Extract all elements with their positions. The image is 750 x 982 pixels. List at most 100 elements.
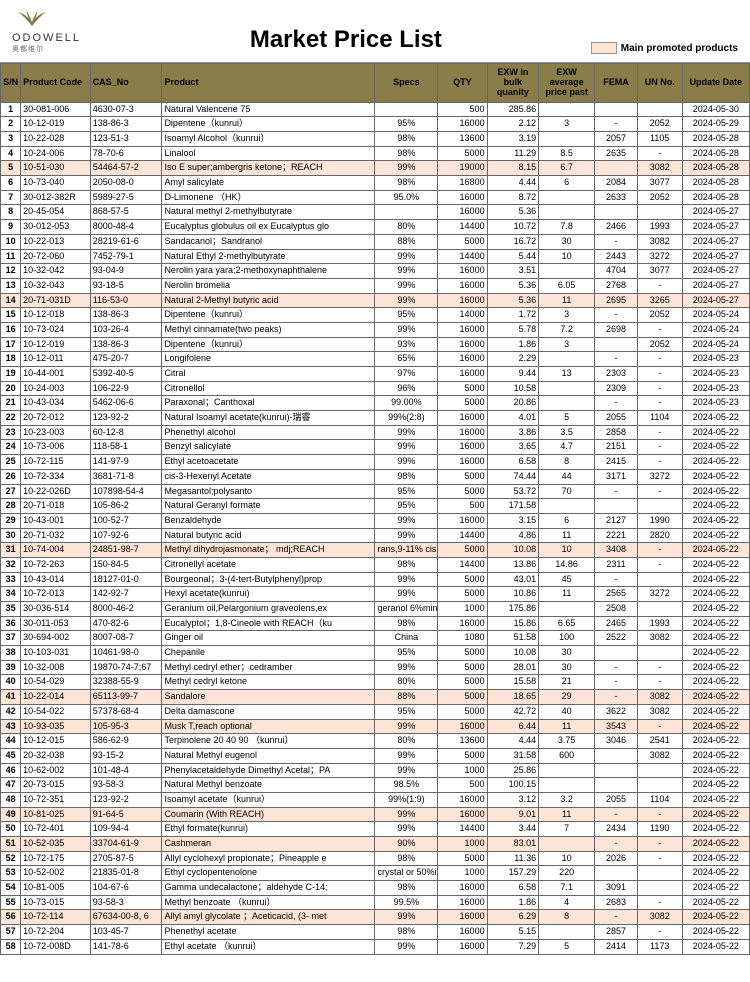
- table-row: 3110-74-00424851-98-7Methyl dihydrojasmo…: [1, 543, 750, 558]
- cell-product: Geranium oil,Pelargonium graveolens,ex: [162, 602, 375, 617]
- cell-product: Methyl cedryl ketone: [162, 675, 375, 690]
- cell-specs: 98%: [375, 851, 438, 866]
- cell-fema: 3171: [595, 469, 638, 484]
- cell-exw1: 175.86: [487, 602, 539, 617]
- table-row: 3730-694-0028007-08-7Ginger oilChina1080…: [1, 631, 750, 646]
- cell-specs: 99.5%: [375, 895, 438, 910]
- cell-exw2: 14.86: [539, 557, 595, 572]
- cell-cas: 93-58-3: [90, 778, 162, 793]
- cell-cas: 2705-87-5: [90, 851, 162, 866]
- cell-exw2: 7.2: [539, 322, 595, 337]
- cell-sn: 20: [1, 381, 21, 396]
- cell-qty: 16000: [438, 895, 487, 910]
- cell-exw1: 25.86: [487, 763, 539, 778]
- col-header: Update Date: [682, 64, 749, 103]
- table-row: 4810-72-351123-92-2Isoamyl acetate（kunru…: [1, 792, 750, 807]
- cell-cas: 103-26-4: [90, 322, 162, 337]
- cell-specs: 80%: [375, 734, 438, 749]
- cell-cas: 93-04-9: [90, 264, 162, 279]
- cell-specs: 99%: [375, 748, 438, 763]
- cell-specs: 99%: [375, 910, 438, 925]
- cell-un: -: [637, 440, 682, 455]
- cell-code: 10-81-005: [21, 881, 91, 896]
- cell-specs: 95%: [375, 704, 438, 719]
- cell-specs: 93%: [375, 337, 438, 352]
- cell-fema: 2084: [595, 176, 638, 191]
- cell-product: Ethyl formate(kunrui): [162, 822, 375, 837]
- cell-specs: [375, 102, 438, 117]
- cell-exw2: 600: [539, 748, 595, 763]
- cell-sn: 51: [1, 837, 21, 852]
- cell-code: 20-72-012: [21, 411, 91, 426]
- cell-sn: 46: [1, 763, 21, 778]
- cell-qty: 500: [438, 102, 487, 117]
- cell-qty: 5000: [438, 234, 487, 249]
- cell-code: 10-43-014: [21, 572, 91, 587]
- cell-sn: 39: [1, 660, 21, 675]
- cell-sn: 52: [1, 851, 21, 866]
- cell-date: 2024-05-22: [682, 690, 749, 705]
- cell-code: 10-72-114: [21, 910, 91, 925]
- cell-exw1: 74.44: [487, 469, 539, 484]
- cell-un: 3077: [637, 264, 682, 279]
- cell-qty: 5000: [438, 469, 487, 484]
- cell-un: [637, 881, 682, 896]
- cell-un: 1993: [637, 616, 682, 631]
- cell-date: 2024-05-27: [682, 264, 749, 279]
- cell-fema: 2466: [595, 220, 638, 235]
- cell-cas: 28219-61-6: [90, 234, 162, 249]
- cell-fema: 2057: [595, 132, 638, 147]
- cell-exw2: 6.05: [539, 278, 595, 293]
- cell-qty: 16000: [438, 352, 487, 367]
- cell-fema: 2026: [595, 851, 638, 866]
- cell-qty: 5000: [438, 543, 487, 558]
- cell-code: 10-72-008D: [21, 939, 91, 954]
- table-row: 4310-93-035105-95-3Musk T,reach optional…: [1, 719, 750, 734]
- cell-un: 2052: [637, 117, 682, 132]
- cell-date: 2024-05-22: [682, 528, 749, 543]
- cell-exw2: 13: [539, 367, 595, 382]
- cell-un: -: [637, 660, 682, 675]
- cell-code: 10-73-040: [21, 176, 91, 191]
- page-title: Market Price List: [101, 26, 591, 54]
- cell-date: 2024-05-22: [682, 778, 749, 793]
- table-row: 1420-71-031D116-53-0Natural 2-Methyl but…: [1, 293, 750, 308]
- cell-exw2: 10: [539, 543, 595, 558]
- cell-date: 2024-05-27: [682, 220, 749, 235]
- cell-specs: 65%: [375, 352, 438, 367]
- cell-fema: 2434: [595, 822, 638, 837]
- cell-sn: 12: [1, 264, 21, 279]
- cell-date: 2024-05-22: [682, 440, 749, 455]
- cell-code: 10-12-011: [21, 352, 91, 367]
- cell-date: 2024-05-27: [682, 205, 749, 220]
- cell-un: 1990: [637, 513, 682, 528]
- cell-exw1: 28.01: [487, 660, 539, 675]
- cell-product: Natural Ethyl 2-methylbutyrate: [162, 249, 375, 264]
- cell-date: 2024-05-22: [682, 469, 749, 484]
- cell-specs: 96%: [375, 381, 438, 396]
- cell-specs: 99%(2:8): [375, 411, 438, 426]
- cell-cas: 8007-08-7: [90, 631, 162, 646]
- cell-specs: 90%: [375, 837, 438, 852]
- cell-sn: 32: [1, 557, 21, 572]
- cell-cas: 2050-08-0: [90, 176, 162, 191]
- cell-exw2: 11: [539, 719, 595, 734]
- cell-product: Natural Valencene 75: [162, 102, 375, 117]
- cell-exw2: [539, 264, 595, 279]
- cell-qty: 19000: [438, 161, 487, 176]
- cell-date: 2024-05-27: [682, 278, 749, 293]
- cell-specs: 95%: [375, 117, 438, 132]
- cell-specs: 99%(1:9): [375, 792, 438, 807]
- cell-qty: 16000: [438, 925, 487, 940]
- cell-qty: 5000: [438, 572, 487, 587]
- cell-un: -: [637, 719, 682, 734]
- cell-date: 2024-05-22: [682, 704, 749, 719]
- cell-date: 2024-05-22: [682, 837, 749, 852]
- cell-code: 10-24-006: [21, 146, 91, 161]
- cell-code: 10-12-019: [21, 117, 91, 132]
- cell-sn: 38: [1, 646, 21, 661]
- table-body: 130-081-0064630-07-3Natural Valencene 75…: [1, 102, 750, 954]
- cell-exw2: 6: [539, 513, 595, 528]
- cell-exw1: 6.58: [487, 881, 539, 896]
- cell-exw2: 45: [539, 572, 595, 587]
